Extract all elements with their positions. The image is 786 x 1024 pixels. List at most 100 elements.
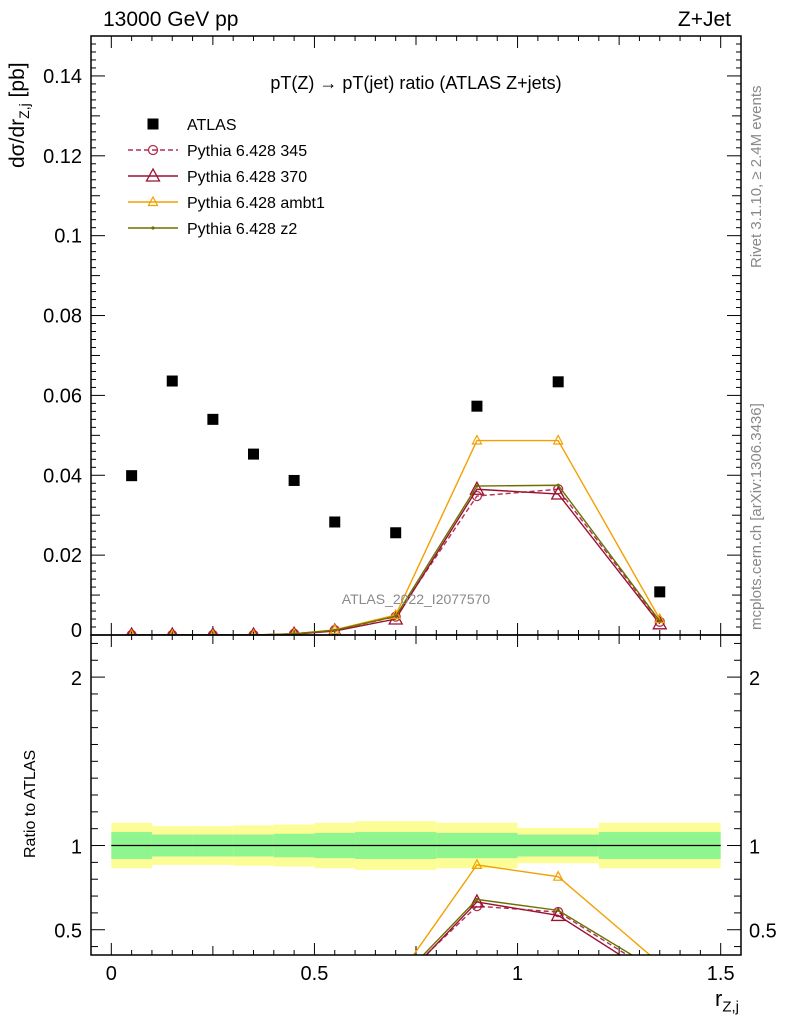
ratio-y-axis-label: Ratio to ATLAS [22,749,39,858]
series-0-point [288,474,300,486]
ratio-series-0-point [330,1002,339,1011]
ratio-series-2-point [208,1009,217,1018]
legend-label: Pythia 6.428 370 [187,169,307,186]
ratio-series-2-point [168,1009,177,1018]
ratio-y-tick-label-left: 1 [71,837,82,859]
series-0-point [654,586,666,598]
ratio-series-3-point [394,982,397,985]
watermark: ATLAS_2022_I2077570 [342,591,491,607]
ratio-series-0-point [249,1009,258,1018]
series-0-point [471,400,483,412]
legend-marker [147,118,159,130]
ratio-series-2-point [655,958,664,967]
ratio-series-3-point [211,1012,214,1015]
series-0-point [207,413,219,425]
ratio-series-1-point [247,1007,260,1019]
legend-label: ATLAS [187,117,237,134]
ratio-series-2-point [127,1009,136,1018]
series-4-point [475,484,479,488]
ratio-y-tick-label-right: 1 [749,837,760,859]
top-y-axis-label: dσ/drZ,j [pb] [6,62,33,168]
ratio-series-2-point [249,1009,258,1018]
x-tick-label: 0.5 [301,963,329,985]
ratio-series-3-line [422,898,634,955]
legend-label: Pythia 6.428 z2 [187,221,297,238]
header-right: Z+Jet [677,8,731,31]
ratio-series-0-point [290,1008,299,1017]
series-3-point [471,434,483,445]
mcplots-label: mcplots.cern.ch [arXiv:1306.3436] [748,403,765,630]
series-0-point [329,516,341,528]
ratio-series-1-point [166,1007,179,1019]
top-y-tick-label: 0.04 [43,465,82,487]
ratio-series-0-line [424,905,629,955]
ratio-series-0-point [391,979,400,988]
series-0-point [126,470,138,482]
header-left: 13000 GeV pp [103,8,239,31]
series-0-point [390,527,402,539]
ratio-series-1-point [550,907,566,922]
tick-labels: 0.02 0.04 0.06 0.08 0.1 0.12 0.14 0 0.5 0.5 1 1 2 2 0 0… [43,66,777,985]
series-2-point [127,626,137,635]
series-4-point [333,628,337,632]
ratio-series-3-point [171,1012,174,1015]
top-y-tick-label: 0.14 [43,66,82,88]
top-y-tick-label-zero: 0 [71,620,82,642]
x-axis-label: rZ,j [715,986,739,1016]
ratio-series-0-point [127,1009,136,1018]
chart-title: pT(Z) → pT(jet) ratio (ATLAS Z+jets) [270,73,561,93]
legend-label: Pythia 6.428 ambt1 [187,195,325,212]
ratio-series-2-point [290,1008,299,1017]
ratio-series-2-line [412,864,651,955]
top-y-tick-label: 0.12 [43,146,82,168]
ratio-series-3-point [475,897,479,902]
ratio-series-1-point [653,973,666,985]
legend-marker [145,167,161,182]
ratio-series-1-line [425,901,622,955]
series-2-point [208,626,218,635]
ratio-series-1-point [206,1007,219,1019]
x-tick-label: 1.5 [707,963,735,985]
ratio-series-0-point [655,971,664,980]
ratio-frame [90,634,742,956]
ratio-axis-ticks [91,635,741,955]
ratio-series-1-point [389,980,402,992]
ratio-series-1-point [125,1007,138,1019]
ratio-series-3-point [130,1012,133,1015]
top-y-tick-label: 0.02 [43,545,82,567]
series-3-point [552,434,564,445]
ratio-series-2-point [552,870,564,881]
x-tick-label: 0 [106,963,117,985]
ratio-series-1-point [469,893,485,908]
ratio-series-3-point [252,1012,255,1015]
rivet-version-label: Rivet 3.1.10, ≥ 2.4M events [748,85,765,269]
series-2-point [550,485,566,500]
legend-marker [147,195,159,207]
ratio-series-3-point [556,908,560,912]
series-4-point [556,483,560,487]
ratio-y-tick-label-left: 0.5 [54,921,82,943]
legend-label: Pythia 6.428 345 [187,143,307,160]
legend-marker [147,144,159,156]
series-4-point [394,614,398,618]
ratio-series-1-point [328,1001,341,1013]
legend: ATLAS Pythia 6.428 345 Pythia 6.428 370 Pyt… [128,117,325,238]
top-y-tick-label: 0.08 [43,306,82,328]
series-4-line [131,484,661,635]
ratio-series-3-point [293,1011,296,1014]
ratio-series-3-point [333,1005,336,1008]
top-y-tick-label: 0.06 [43,385,82,407]
ratio-series-2-point [391,975,400,984]
ratio-series-2-point [471,858,483,869]
ratio-series-0-point [208,1009,217,1018]
legend-marker [151,226,155,230]
series-2-point [469,480,485,495]
series-0-point [166,375,178,387]
series-4-point [658,619,662,623]
ratio-series-layer [125,858,666,1019]
series-2-point [167,626,177,635]
ratio-series-1-point [288,1006,301,1018]
ratio-y-tick-label-left: 2 [71,668,82,690]
series-0-point [248,448,259,460]
